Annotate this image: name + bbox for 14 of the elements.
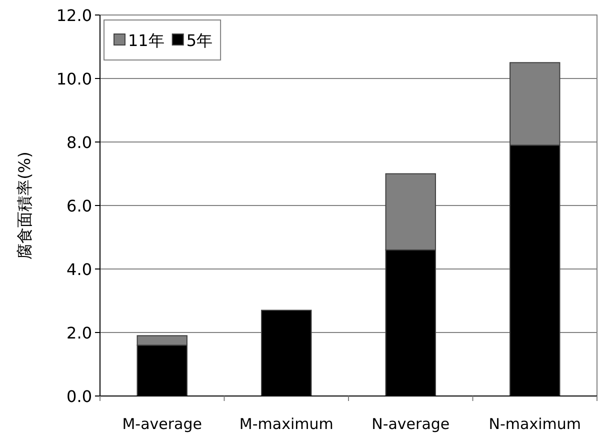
x-tick-label: N-average — [372, 415, 450, 433]
y-axis-title: 腐食面積率(%) — [15, 152, 34, 260]
y-tick-label: 6.0 — [66, 196, 92, 216]
y-tick-label: 12.0 — [56, 6, 92, 25]
y-tick-label: 4.0 — [66, 260, 92, 279]
y-tick-label: 8.0 — [66, 133, 92, 152]
y-tick-label: 0.0 — [66, 387, 92, 406]
legend-label: 5年 — [186, 31, 213, 50]
x-tick-label: N-maximum — [488, 415, 581, 433]
y-tick-label: 10.0 — [56, 70, 92, 88]
y-tick-label: 2.0 — [66, 324, 92, 342]
x-tick-label: M-maximum — [239, 415, 334, 433]
x-tick-label: M-average — [122, 415, 202, 433]
legend-label: 11年 — [128, 31, 164, 50]
